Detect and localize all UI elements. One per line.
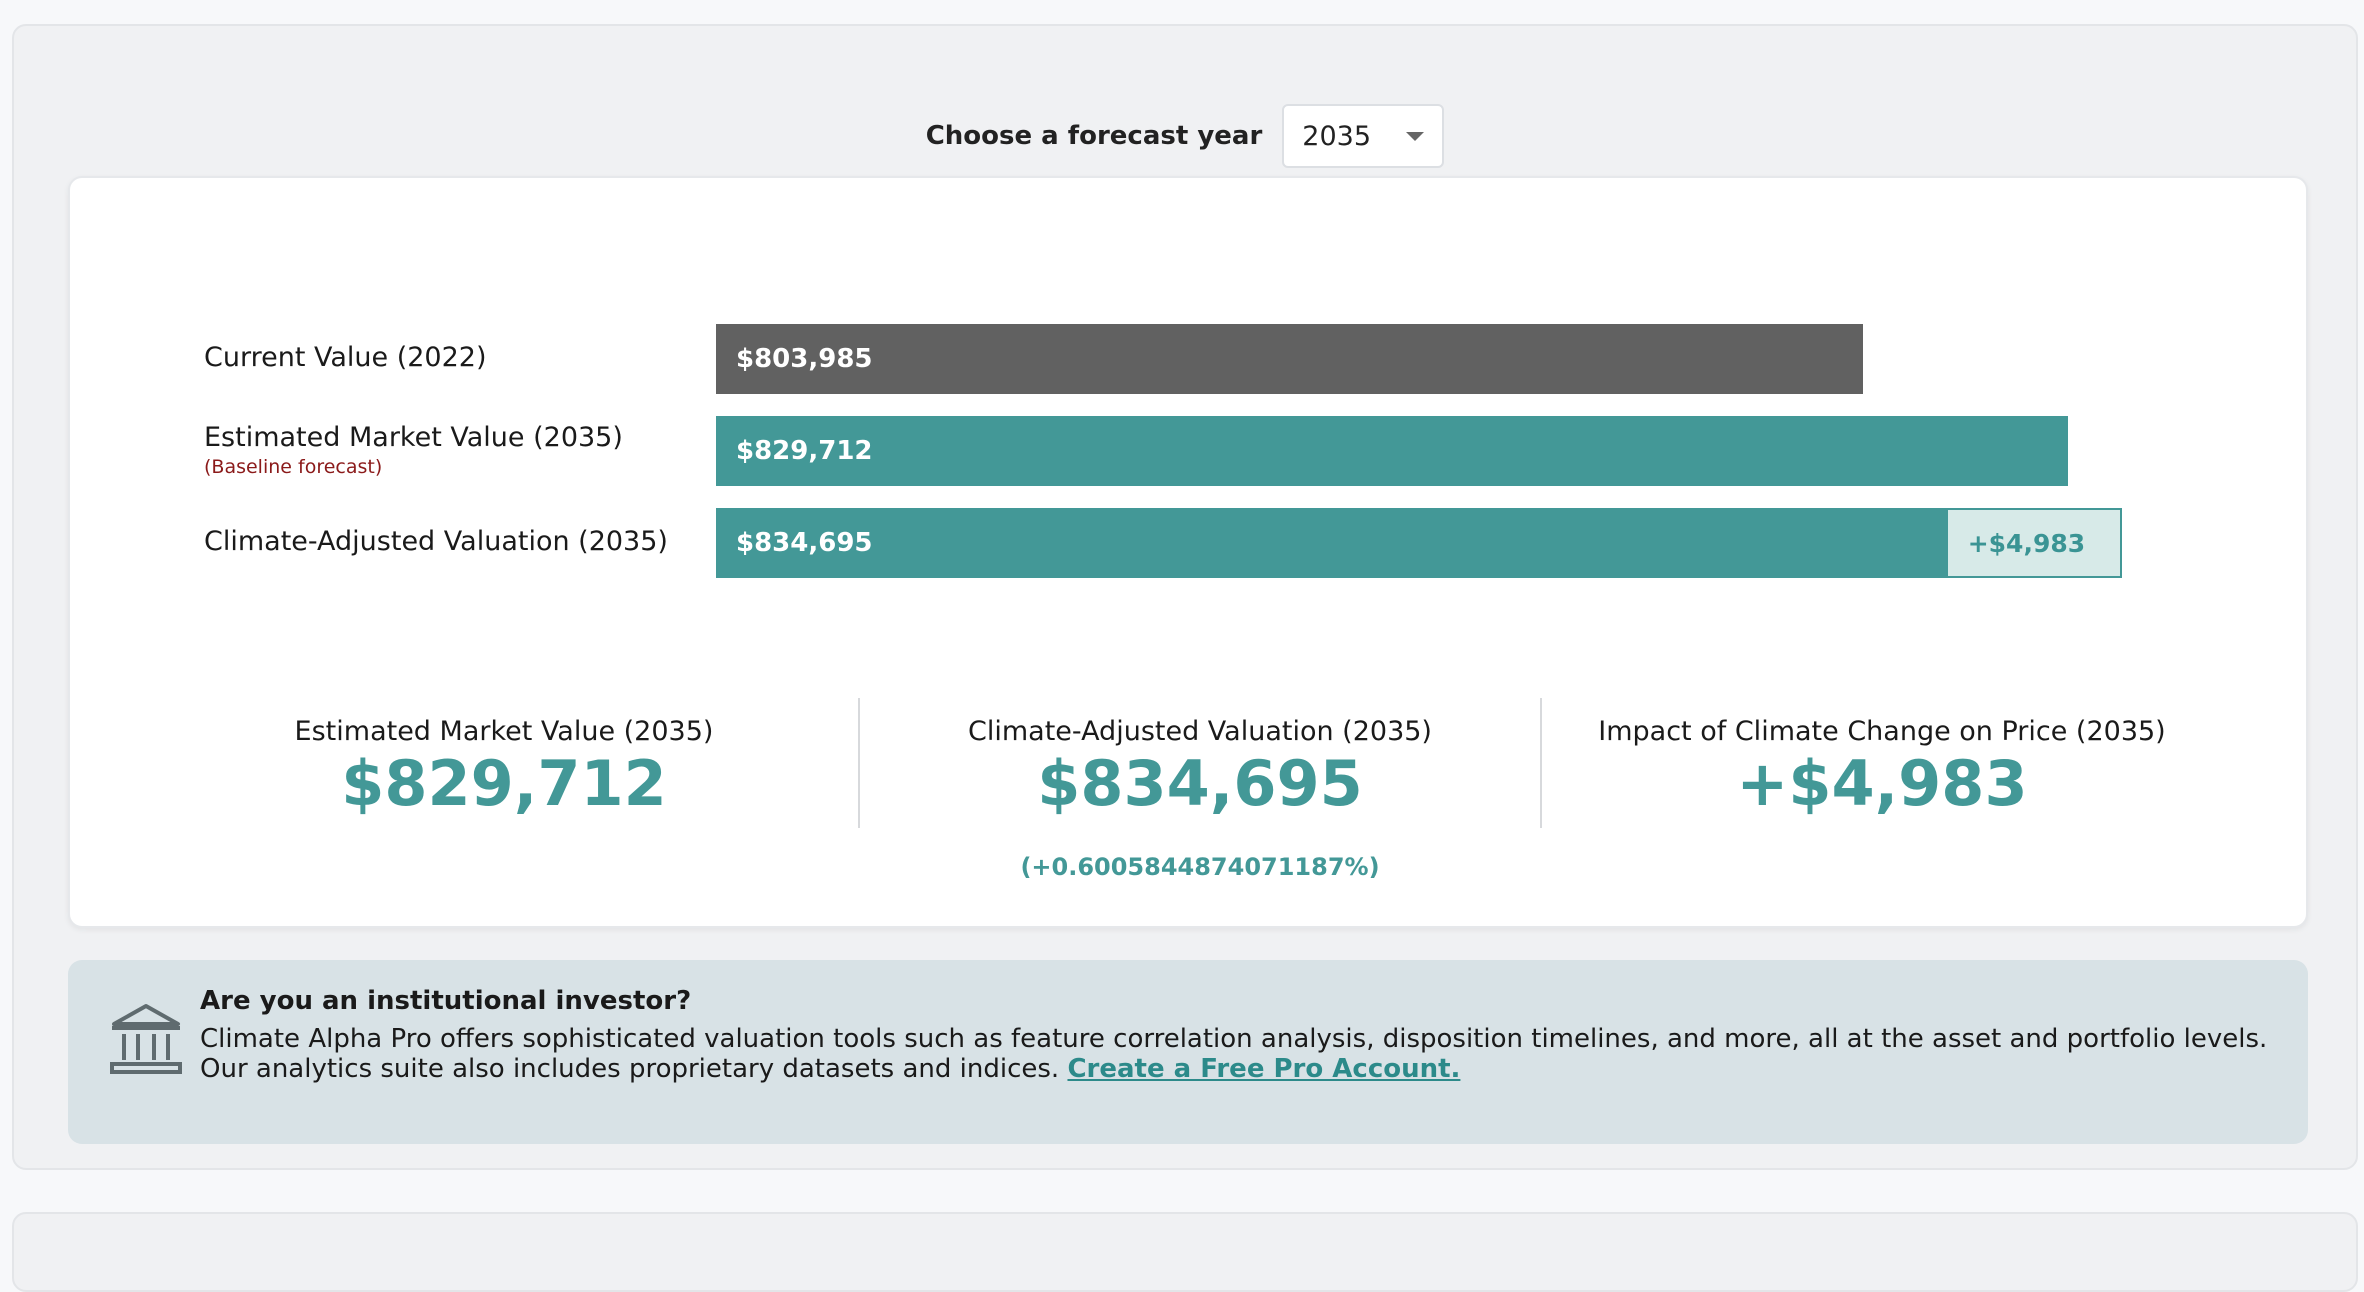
bar-label-climate: Climate-Adjusted Valuation (2035) — [204, 526, 668, 557]
promo-body-text: Climate Alpha Pro offers sophisticated v… — [200, 1024, 2268, 1084]
forecast-year-value: 2035 — [1302, 120, 1371, 152]
next-section-panel — [12, 1212, 2358, 1292]
bar-value-delta: +$4,983 — [1967, 528, 2086, 558]
bar-value-climate: $834,695 — [736, 528, 873, 558]
stat-climate-value: $834,695 — [1037, 747, 1363, 820]
bar-sublabel-market: (Baseline forecast) — [204, 456, 383, 478]
stat-divider — [858, 698, 860, 828]
stat-climate-value-row: $834,695 (+0.6005844874071187%) — [860, 749, 1540, 902]
stat-divider — [1540, 698, 1542, 828]
promo-body: Climate Alpha Pro offers sophisticated v… — [200, 1024, 2280, 1084]
institution-building-icon — [110, 1004, 182, 1074]
summary-stats: Estimated Market Value (2035) $829,712 C… — [70, 698, 2306, 881]
stat-market-value: $829,712 — [341, 747, 667, 820]
forecast-year-label: Choose a forecast year — [925, 121, 1263, 151]
bar-row-market: Estimated Market Value (2035) (Baseline … — [70, 416, 2306, 486]
bar-current-value: $803,985 — [716, 324, 1863, 394]
stat-market-title: Estimated Market Value (2035) — [294, 716, 714, 747]
valuation-panel: Choose a forecast year 2035 Current Valu… — [12, 24, 2358, 1170]
institutional-promo: Are you an institutional investor? Clima… — [68, 960, 2308, 1144]
bar-value-market: $829,712 — [736, 436, 873, 466]
stat-climate-title: Climate-Adjusted Valuation (2035) — [968, 716, 1432, 747]
create-pro-account-link[interactable]: Create a Free Pro Account. — [1067, 1054, 1461, 1084]
promo-title: Are you an institutional investor? — [200, 986, 692, 1016]
stat-impact: Impact of Climate Change on Price (2035)… — [1542, 698, 2222, 828]
caret-down-icon — [1406, 131, 1425, 141]
valuation-card: Current Value (2022) $803,985 Estimated … — [68, 176, 2308, 928]
bar-climate-value: $834,695 — [716, 508, 1946, 578]
stat-climate-pct: (+0.6005844874071187%) — [1020, 853, 1380, 881]
bar-label-current: Current Value (2022) — [204, 342, 487, 373]
bar-value-current: $803,985 — [736, 344, 873, 374]
stat-market: Estimated Market Value (2035) $829,712 — [204, 698, 804, 828]
forecast-year-select[interactable]: 2035 — [1282, 104, 1445, 168]
stat-impact-title: Impact of Climate Change on Price (2035) — [1598, 716, 2166, 747]
bar-row-climate: Climate-Adjusted Valuation (2035) $834,6… — [70, 508, 2306, 578]
bar-label-market: Estimated Market Value (2035) — [204, 422, 623, 453]
bar-climate-delta: +$4,983 — [1945, 508, 2122, 578]
forecast-year-row: Choose a forecast year 2035 — [14, 104, 2356, 168]
bar-market-value: $829,712 — [716, 416, 2068, 486]
stat-impact-value: +$4,983 — [1736, 747, 2028, 820]
bar-row-current: Current Value (2022) $803,985 — [70, 324, 2306, 394]
stat-climate: Climate-Adjusted Valuation (2035) $834,6… — [860, 698, 1540, 881]
